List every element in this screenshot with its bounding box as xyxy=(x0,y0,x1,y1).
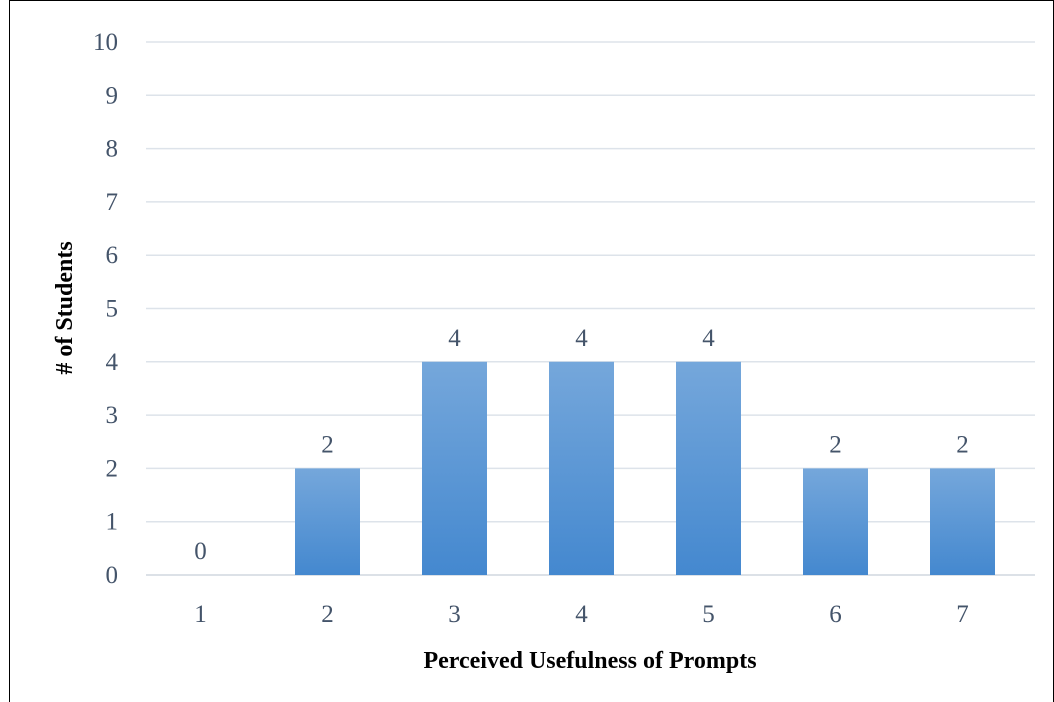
y-tick-label: 3 xyxy=(106,402,119,429)
bar xyxy=(295,468,360,575)
bar-data-label: 2 xyxy=(956,431,969,458)
bar xyxy=(676,361,741,575)
data-labels: 0 2 4 4 4 2 2 xyxy=(194,325,969,565)
bar-data-label: 0 xyxy=(194,538,207,565)
x-tick-label: 2 xyxy=(321,601,334,628)
y-tick-label: 6 xyxy=(106,242,119,269)
y-tick-label: 0 xyxy=(106,562,119,589)
bar-data-label: 2 xyxy=(829,431,842,458)
y-tick-label: 8 xyxy=(106,136,119,163)
x-axis-tick-labels: 1 2 3 4 5 6 7 xyxy=(194,601,969,628)
x-tick-label: 3 xyxy=(448,601,461,628)
bar-data-label: 4 xyxy=(575,325,588,352)
bar-data-label: 2 xyxy=(321,431,334,458)
bar-data-label: 4 xyxy=(702,325,715,352)
bar xyxy=(549,361,614,575)
y-axis-title: # of Students xyxy=(52,241,78,374)
bars xyxy=(295,361,995,575)
y-tick-label: 7 xyxy=(106,189,119,216)
x-tick-label: 6 xyxy=(829,601,842,628)
y-tick-label: 9 xyxy=(106,82,119,109)
bar-data-label: 4 xyxy=(448,325,461,352)
y-tick-label: 2 xyxy=(106,455,119,482)
x-tick-label: 1 xyxy=(194,601,207,628)
x-tick-label: 5 xyxy=(702,601,715,628)
bar xyxy=(422,361,487,575)
y-tick-label: 4 xyxy=(106,349,119,376)
y-tick-label: 1 xyxy=(106,509,119,536)
bar xyxy=(803,468,868,575)
bar xyxy=(930,468,995,575)
y-axis-tick-labels: 0 1 2 3 4 5 6 7 8 9 10 xyxy=(93,29,119,589)
y-tick-label: 5 xyxy=(106,296,119,323)
y-tick-label: 10 xyxy=(93,29,118,56)
x-axis-title: Perceived Usefulness of Prompts xyxy=(423,648,756,674)
x-tick-label: 7 xyxy=(956,601,969,628)
x-tick-label: 4 xyxy=(575,601,588,628)
